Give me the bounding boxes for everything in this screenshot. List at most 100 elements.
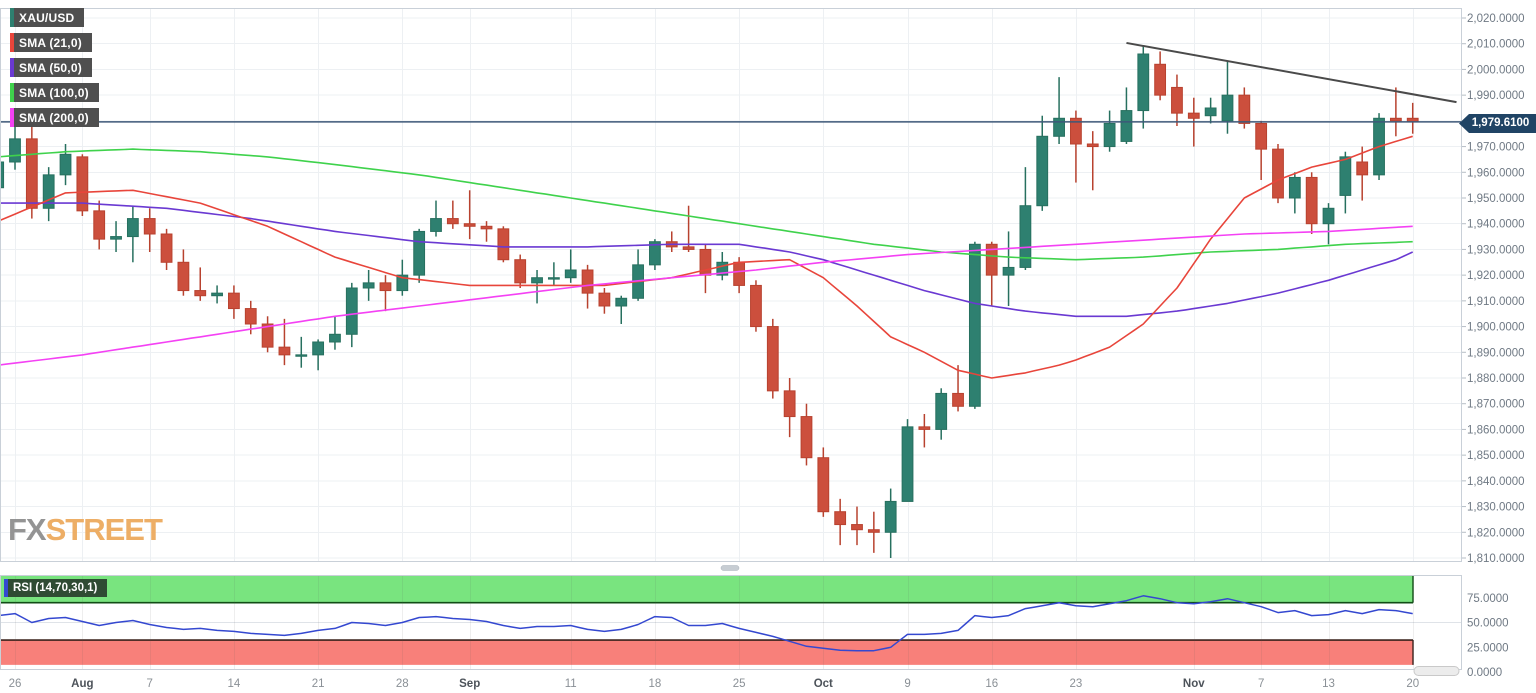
candle-body: [935, 392, 948, 430]
candle-body: [952, 392, 964, 407]
price-tick-label: 1,940.0000: [1467, 219, 1525, 231]
candle-body: [59, 153, 72, 176]
candle-body: [126, 218, 139, 238]
watermark-street: STREET: [45, 512, 163, 547]
legend-label: SMA (100,0): [19, 85, 89, 100]
price-tick-label: 1,870.0000: [1467, 399, 1525, 411]
rsi-color-strip: [4, 579, 8, 597]
legend-badge-symbol[interactable]: XAU/USD: [10, 8, 85, 27]
rsi-overbought-band: [1, 576, 1413, 603]
rsi-indicator-label: RSI (14,70,30,1): [13, 582, 98, 594]
price-tick-label: 2,000.0000: [1467, 64, 1525, 76]
time-axis[interactable]: 26 Aug 7 14 21 28 Sep 11 18 25 Oct 9 16 23 Nov 7 13 20: [9, 678, 1420, 690]
candle-body: [345, 287, 358, 335]
candle-body: [766, 326, 779, 392]
candle-body: [396, 274, 409, 292]
candle-body: [261, 323, 274, 348]
x-axis-label: 9: [904, 678, 910, 690]
candle-body: [42, 174, 55, 209]
legend-label: SMA (21,0): [19, 35, 82, 50]
price-tick-label: 1,950.0000: [1467, 193, 1525, 205]
candle-body: [1053, 117, 1065, 137]
candlestick-series: [0, 46, 1419, 558]
candle-body: [1036, 135, 1049, 207]
legend-color-strip: [10, 58, 14, 77]
x-axis-label: 21: [312, 678, 325, 690]
legend-badge-sma-200[interactable]: SMA (200,0): [10, 108, 99, 127]
legend-badge-sma-21[interactable]: SMA (21,0): [10, 33, 92, 52]
x-axis-label: 23: [1070, 678, 1083, 690]
rsi-tick-label: 75.0000: [1467, 593, 1509, 605]
scrollbar-thumb[interactable]: [1413, 666, 1460, 676]
candle-body: [817, 457, 830, 513]
candle-body: [531, 277, 543, 284]
fxstreet-watermark: FXSTREET: [8, 512, 163, 548]
x-axis-label: 16: [985, 678, 998, 690]
rsi-line: [0, 595, 1413, 652]
candle-body: [733, 261, 746, 286]
candle-body: [0, 161, 5, 189]
price-tick-label: 1,830.0000: [1467, 502, 1525, 514]
price-axis[interactable]: 2,020.0000 2,010.0000 2,000.0000 1,990.0000…: [1462, 13, 1525, 679]
indicator-legend: XAU/USD SMA (21,0) SMA (50,0) SMA (100,0) SM…: [10, 8, 99, 127]
candle-body: [1255, 122, 1268, 150]
price-tick-label: 1,890.0000: [1467, 347, 1525, 359]
candle-body: [800, 416, 813, 459]
candle-body: [1137, 53, 1150, 112]
legend-badge-sma-100[interactable]: SMA (100,0): [10, 83, 99, 102]
trendline[interactable]: [1126, 41, 1457, 104]
candle-body: [884, 500, 897, 533]
x-axis-label: 26: [9, 678, 22, 690]
x-axis-label: 25: [733, 678, 746, 690]
candle-body: [867, 529, 880, 533]
x-axis-label: 11: [565, 678, 577, 690]
legend-badge-sma-50[interactable]: SMA (50,0): [10, 58, 92, 77]
candle-body: [1103, 122, 1116, 148]
price-tick-label: 1,840.0000: [1467, 476, 1525, 488]
candle-body: [480, 225, 493, 230]
x-axis-label: 14: [228, 678, 241, 690]
x-axis-label: Aug: [71, 678, 93, 690]
rsi-tick-label: 50.0000: [1467, 618, 1509, 630]
candle-body: [615, 297, 628, 307]
candle-body: [851, 524, 863, 531]
legend-label: XAU/USD: [19, 10, 75, 25]
price-tick-label: 1,820.0000: [1467, 527, 1525, 539]
watermark-fx: FX: [8, 512, 47, 547]
candle-body: [211, 292, 223, 297]
x-axis-label: 7: [1258, 678, 1264, 690]
panel-resize-handle[interactable]: [720, 565, 740, 571]
price-tick-label: 2,010.0000: [1467, 39, 1525, 51]
sma-line-4: [0, 225, 1413, 366]
candle-body: [312, 341, 325, 356]
candle-body: [1154, 63, 1167, 96]
candle-body: [1322, 207, 1335, 225]
candle-body: [1070, 117, 1082, 145]
candle-body: [497, 228, 510, 261]
candle-body: [581, 269, 594, 294]
legend-label: SMA (200,0): [19, 110, 89, 125]
x-axis-label: Sep: [459, 678, 480, 690]
candle-body: [547, 277, 560, 280]
candle-body: [716, 261, 729, 276]
sma-line-2: [0, 202, 1414, 318]
candle-body: [329, 333, 341, 343]
x-axis-label: Oct: [814, 678, 833, 690]
sma-line-1: [0, 135, 1413, 379]
candle-body: [783, 390, 796, 418]
rsi-indicator-badge[interactable]: RSI (14,70,30,1): [4, 579, 108, 597]
candle-body: [901, 426, 914, 502]
candle-body: [244, 308, 257, 325]
candle-body: [1187, 112, 1200, 119]
candle-body: [143, 218, 156, 235]
candle-body: [228, 292, 240, 310]
candle-body: [750, 284, 762, 328]
x-axis-label: 20: [1406, 678, 1419, 690]
candle-body: [413, 230, 426, 276]
rsi-oversold-band: [1, 640, 1413, 665]
x-axis-label: 28: [396, 678, 409, 690]
candle-body: [1171, 86, 1183, 114]
candle-body: [968, 243, 981, 407]
